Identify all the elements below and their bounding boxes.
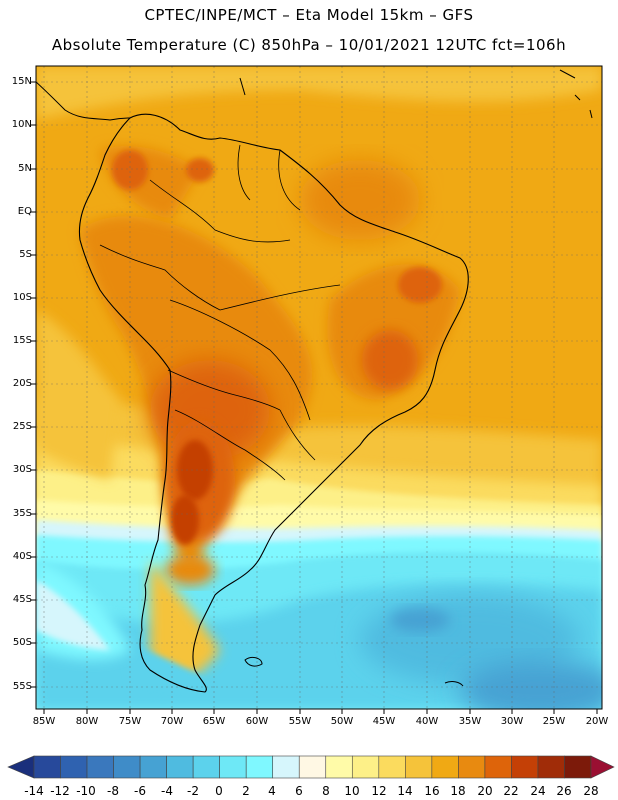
gridlines [36, 66, 602, 709]
colorbar-segment [166, 755, 194, 779]
lat-label: EQ [17, 206, 32, 217]
lat-label: 25S [12, 421, 32, 432]
lon-label: 55W [288, 716, 312, 727]
pacific-cold [36, 580, 110, 650]
colorbar-tick-label: 22 [503, 784, 519, 798]
lon-label: 85W [32, 716, 56, 727]
country-borders [99, 144, 341, 481]
lat-label: 15S [12, 335, 32, 346]
lon-label: 80W [75, 716, 99, 727]
colorbar-tick-label: -4 [161, 784, 173, 798]
colorbar-tick-label: 4 [268, 784, 276, 798]
central-america-coastline [36, 81, 131, 121]
colorbar-tick-label: 20 [477, 784, 493, 798]
colorbar-segment [272, 755, 300, 779]
lat-label: 30S [12, 464, 32, 475]
falkland-islands [244, 656, 263, 667]
lat-label: 5N [18, 163, 32, 174]
lon-label: 25W [542, 716, 566, 727]
colorbar-segment [245, 755, 274, 779]
colorbar-over-arrow [590, 755, 615, 779]
colorbar-tick-label: 26 [556, 784, 572, 798]
temperature-field [36, 66, 602, 709]
colorbar-tick-label: 16 [424, 784, 440, 798]
lon-label: 45W [372, 716, 396, 727]
lat-label: 10S [12, 292, 32, 303]
colorbar-segment [325, 755, 353, 779]
colorbar-segment [405, 755, 433, 779]
pacific-band [36, 310, 120, 480]
colorbar-segment [86, 755, 114, 779]
north-band [36, 66, 602, 120]
colorbar-tick-label: -6 [134, 784, 146, 798]
lat-label: 5S [19, 249, 32, 260]
colorbar-segment [298, 755, 327, 779]
plot-frame [35, 65, 603, 710]
colorbar-segment [60, 755, 88, 779]
colorbar-segment [511, 755, 539, 779]
lat-label: 50S [12, 637, 32, 648]
colorbar-tick-label: 6 [295, 784, 303, 798]
colorbar-segment [378, 755, 406, 779]
colorbar-segment [537, 755, 565, 779]
caribbean-islands [239, 69, 593, 119]
colorbar-tick-label: 12 [371, 784, 387, 798]
tierra-del-fuego-cool [120, 640, 210, 697]
lat-label: 15N [11, 76, 32, 87]
colorbar-segment [33, 755, 61, 779]
colorbar-segment [113, 755, 141, 779]
colorbar-tick-label: -2 [187, 784, 199, 798]
colorbar-tick-label: -14 [24, 784, 44, 798]
colorbar-segment [431, 755, 459, 779]
colorbar-segment [564, 755, 592, 779]
colorbar-tick-label: 10 [344, 784, 360, 798]
lat-label: 20S [12, 378, 32, 389]
colorbar-segment [192, 755, 220, 779]
colorbar-tick-label: 28 [583, 784, 599, 798]
title-line-2: Absolute Temperature (C) 850hPa – 10/01/… [51, 36, 567, 54]
lat-label: 35S [12, 508, 32, 519]
colorbar-tick-label: 0 [215, 784, 223, 798]
lat-label: 55S [12, 681, 32, 692]
lon-label: 50W [330, 716, 354, 727]
colorbar [7, 755, 615, 779]
lat-label: 45S [12, 594, 32, 605]
colorbar-under-arrow [7, 755, 35, 779]
patagonia-cool [150, 560, 220, 681]
lon-label: 70W [160, 716, 184, 727]
lon-label: 75W [118, 716, 142, 727]
lon-label: 30W [500, 716, 524, 727]
lon-label: 20W [585, 716, 609, 727]
lon-label: 65W [202, 716, 226, 727]
colorbar-tick-label: 8 [322, 784, 330, 798]
south-america-coastline [78, 113, 469, 693]
colorbar-tick-label: 18 [450, 784, 466, 798]
south-georgia [444, 681, 464, 687]
colorbar-segment [484, 755, 512, 779]
axis-ticks [31, 81, 598, 714]
colorbar-tick-label: 24 [530, 784, 546, 798]
colorbar-segment [219, 755, 247, 779]
colorbar-segment [139, 755, 167, 779]
colorbar-tick-label: -8 [107, 784, 119, 798]
colorbar-tick-label: 2 [242, 784, 250, 798]
colorbar-tick-label: 14 [397, 784, 413, 798]
title-line-1: CPTEC/INPE/MCT – Eta Model 15km – GFS [144, 6, 474, 24]
lon-label: 35W [458, 716, 482, 727]
lat-label: 10N [11, 119, 32, 130]
colorbar-segment [351, 755, 380, 779]
lat-label: 40S [12, 551, 32, 562]
colorbar-segment [458, 755, 486, 779]
colorbar-tick-label: -10 [76, 784, 96, 798]
colorbar-tick-label: -12 [50, 784, 70, 798]
lon-label: 40W [415, 716, 439, 727]
lon-label: 60W [245, 716, 269, 727]
